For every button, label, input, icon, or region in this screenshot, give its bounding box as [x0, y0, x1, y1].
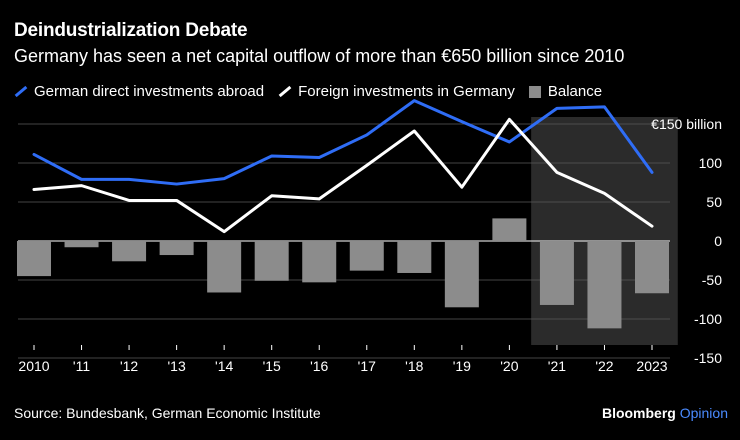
balance-bar	[587, 241, 622, 329]
x-tick-label: '12	[120, 358, 138, 374]
balance-bar	[397, 241, 432, 273]
y-tick-label: 100	[699, 155, 723, 171]
x-tick-label: '19	[453, 358, 471, 374]
brand-suffix: Opinion	[679, 405, 728, 421]
brand-logo: Bloomberg Opinion	[602, 405, 728, 421]
x-tick-label: '22	[595, 358, 613, 374]
foreign-line	[32, 117, 654, 234]
balance-bar	[492, 218, 527, 241]
balance-bar	[349, 241, 384, 271]
y-tick-label: -50	[702, 272, 722, 288]
legend-label-foreign: Foreign investments in Germany	[298, 83, 515, 100]
x-tick-label: '20	[500, 358, 518, 374]
legend-item-abroad: German direct investments abroad	[14, 83, 264, 100]
balance-bar	[444, 241, 479, 308]
x-tick-label: '16	[310, 358, 328, 374]
balance-bar	[254, 241, 289, 281]
chart-subtitle: Germany has seen a net capital outflow o…	[14, 46, 625, 66]
y-tick-label: €150 billion	[651, 116, 722, 132]
x-tick-label: '11	[73, 358, 90, 374]
x-tick-label: '17	[358, 358, 376, 374]
legend-label-balance: Balance	[547, 83, 603, 100]
balance-bar	[17, 241, 51, 277]
balance-bar	[64, 241, 99, 248]
y-tick-label: -100	[694, 311, 722, 327]
chart-title: Deindustrialization Debate	[14, 20, 248, 41]
y-tick-label: 50	[706, 194, 722, 210]
legend-item-foreign: Foreign investments in Germany	[278, 83, 515, 100]
abroad-line	[32, 99, 654, 186]
balance-bar	[635, 241, 669, 294]
y-tick-label: -150	[694, 350, 722, 366]
legend-swatch-balance	[528, 85, 541, 98]
x-tick-label: '14	[215, 358, 233, 374]
balance-bar	[539, 241, 574, 305]
y-tick-label: 0	[714, 233, 722, 249]
balance-bar	[207, 241, 242, 293]
brand-name: Bloomberg	[601, 405, 676, 421]
x-tick-label: '18	[405, 358, 423, 374]
legend: German direct investments abroad Foreign…	[14, 83, 616, 100]
x-tick-label: '21	[548, 358, 566, 374]
legend-item-balance: Balance	[528, 83, 603, 100]
source-note: Source: Bundesbank, German Economic Inst…	[14, 405, 321, 421]
x-tick-label: '15	[263, 358, 281, 374]
x-tick-label: '13	[167, 358, 185, 374]
x-tick-label: 2010	[18, 358, 49, 374]
x-tick-label: 2023	[636, 358, 667, 374]
balance-bar	[112, 241, 147, 262]
balance-bar	[159, 241, 194, 256]
legend-label-abroad: German direct investments abroad	[34, 83, 265, 100]
balance-bar	[302, 241, 337, 283]
